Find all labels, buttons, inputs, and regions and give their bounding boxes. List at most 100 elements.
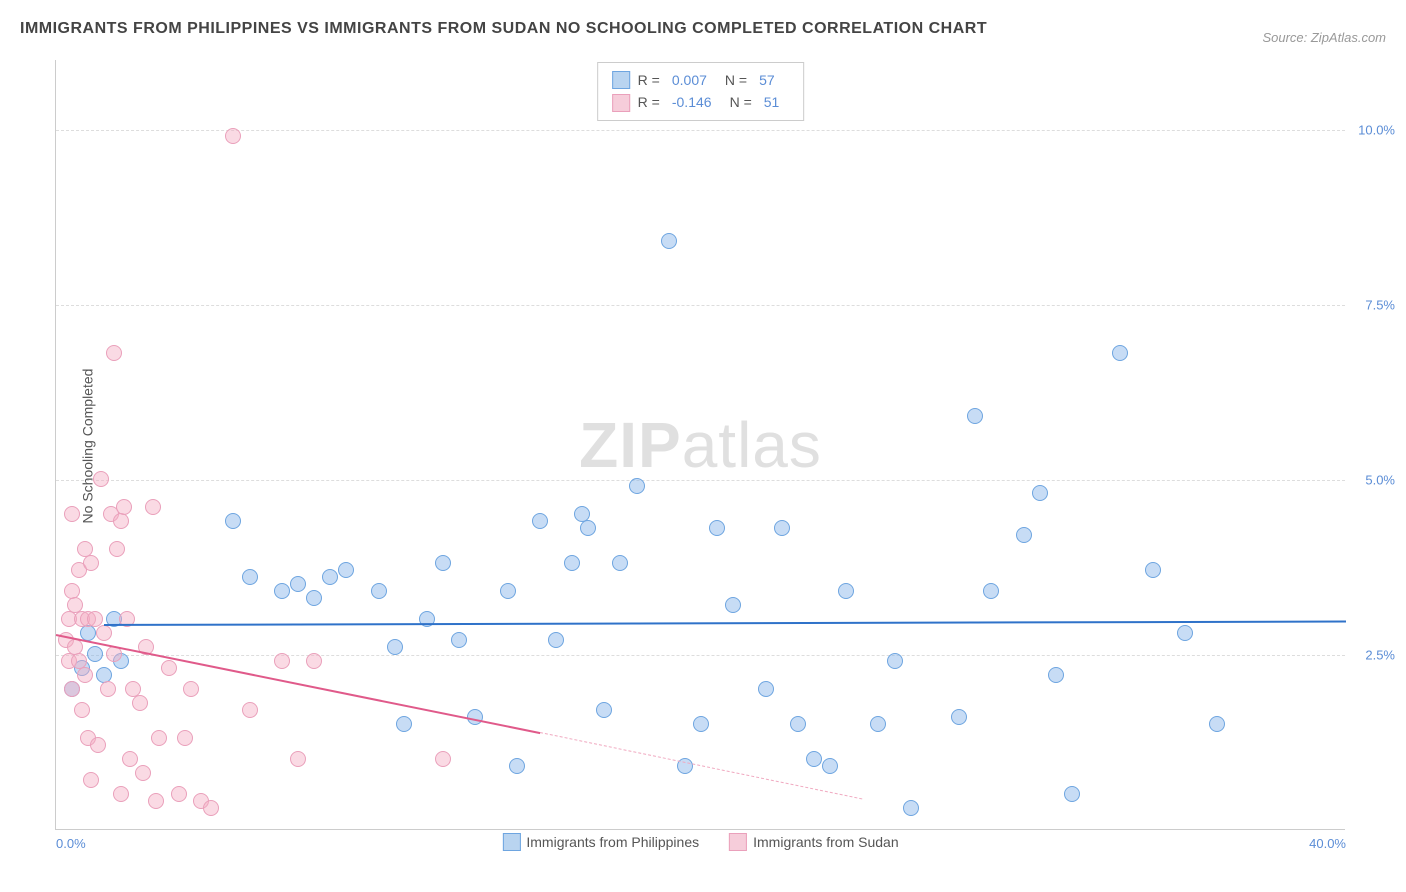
y-tick-label: 10.0% — [1358, 123, 1395, 138]
scatter-point — [790, 716, 806, 732]
scatter-point — [145, 499, 161, 515]
x-tick-label: 40.0% — [1309, 836, 1346, 851]
scatter-point — [100, 681, 116, 697]
scatter-point — [135, 765, 151, 781]
legend-n-label: N = — [725, 69, 747, 91]
scatter-point — [306, 653, 322, 669]
legend-r-label: R = — [638, 91, 660, 113]
scatter-point — [74, 702, 90, 718]
series-legend: Immigrants from Philippines Immigrants fr… — [502, 833, 898, 851]
scatter-point — [1064, 786, 1080, 802]
scatter-point — [1016, 527, 1032, 543]
legend-r-value: 0.007 — [672, 69, 707, 91]
scatter-point — [806, 751, 822, 767]
scatter-point — [87, 611, 103, 627]
scatter-point — [306, 590, 322, 606]
scatter-point — [113, 786, 129, 802]
scatter-point — [709, 520, 725, 536]
scatter-point — [96, 625, 112, 641]
scatter-point — [64, 506, 80, 522]
scatter-point — [612, 555, 628, 571]
legend-swatch — [502, 833, 520, 851]
scatter-point — [87, 646, 103, 662]
scatter-point — [451, 632, 467, 648]
scatter-point — [338, 562, 354, 578]
scatter-point — [629, 478, 645, 494]
legend-item: Immigrants from Philippines — [502, 833, 699, 851]
scatter-point — [242, 569, 258, 585]
y-tick-label: 7.5% — [1365, 298, 1395, 313]
legend-swatch — [612, 71, 630, 89]
scatter-point — [838, 583, 854, 599]
legend-label: Immigrants from Sudan — [753, 834, 899, 850]
gridline — [56, 655, 1345, 656]
scatter-point — [532, 513, 548, 529]
scatter-point — [1177, 625, 1193, 641]
scatter-point — [758, 681, 774, 697]
scatter-point — [500, 583, 516, 599]
trend-line — [104, 620, 1346, 626]
gridline — [56, 305, 1345, 306]
scatter-point — [109, 541, 125, 557]
scatter-point — [177, 730, 193, 746]
legend-n-label: N = — [730, 91, 752, 113]
watermark: ZIPatlas — [579, 408, 822, 482]
x-tick-label: 0.0% — [56, 836, 86, 851]
scatter-point — [596, 702, 612, 718]
scatter-point — [225, 513, 241, 529]
scatter-point — [548, 632, 564, 648]
scatter-point — [242, 702, 258, 718]
scatter-point — [183, 681, 199, 697]
watermark-zip: ZIP — [579, 409, 682, 481]
legend-n-value: 51 — [764, 91, 780, 113]
gridline — [56, 480, 1345, 481]
scatter-point — [435, 555, 451, 571]
scatter-point — [693, 716, 709, 732]
scatter-point — [274, 583, 290, 599]
legend-row: R = 0.007 N = 57 — [612, 69, 790, 91]
scatter-point — [106, 345, 122, 361]
watermark-atlas: atlas — [682, 409, 822, 481]
scatter-point — [661, 233, 677, 249]
scatter-point — [887, 653, 903, 669]
scatter-point — [774, 520, 790, 536]
scatter-point — [203, 800, 219, 816]
scatter-point — [64, 681, 80, 697]
scatter-point — [93, 471, 109, 487]
scatter-point — [171, 786, 187, 802]
legend-n-value: 57 — [759, 69, 775, 91]
scatter-point — [122, 751, 138, 767]
scatter-point — [290, 576, 306, 592]
scatter-plot: ZIPatlas R =0.007N =57R =-0.146N =51 Imm… — [55, 60, 1345, 830]
legend-r-value: -0.146 — [672, 91, 712, 113]
source-attribution: Source: ZipAtlas.com — [1262, 30, 1386, 45]
scatter-point — [580, 520, 596, 536]
scatter-point — [822, 758, 838, 774]
scatter-point — [983, 583, 999, 599]
legend-item: Immigrants from Sudan — [729, 833, 899, 851]
legend-swatch — [729, 833, 747, 851]
scatter-point — [1048, 667, 1064, 683]
correlation-legend: R = 0.007 N = 57 R = -0.146 N = 51 — [597, 62, 805, 121]
scatter-point — [387, 639, 403, 655]
scatter-point — [1145, 562, 1161, 578]
scatter-point — [435, 751, 451, 767]
scatter-point — [225, 128, 241, 144]
gridline — [56, 130, 1345, 131]
scatter-point — [290, 751, 306, 767]
legend-r-label: R = — [638, 69, 660, 91]
scatter-point — [274, 653, 290, 669]
scatter-point — [148, 793, 164, 809]
scatter-point — [113, 513, 129, 529]
scatter-point — [90, 737, 106, 753]
scatter-point — [951, 709, 967, 725]
scatter-point — [967, 408, 983, 424]
y-tick-label: 2.5% — [1365, 648, 1395, 663]
y-tick-label: 5.0% — [1365, 473, 1395, 488]
scatter-point — [725, 597, 741, 613]
legend-swatch — [612, 94, 630, 112]
scatter-point — [83, 772, 99, 788]
scatter-point — [509, 758, 525, 774]
chart-title: IMMIGRANTS FROM PHILIPPINES VS IMMIGRANT… — [20, 20, 987, 38]
scatter-point — [161, 660, 177, 676]
